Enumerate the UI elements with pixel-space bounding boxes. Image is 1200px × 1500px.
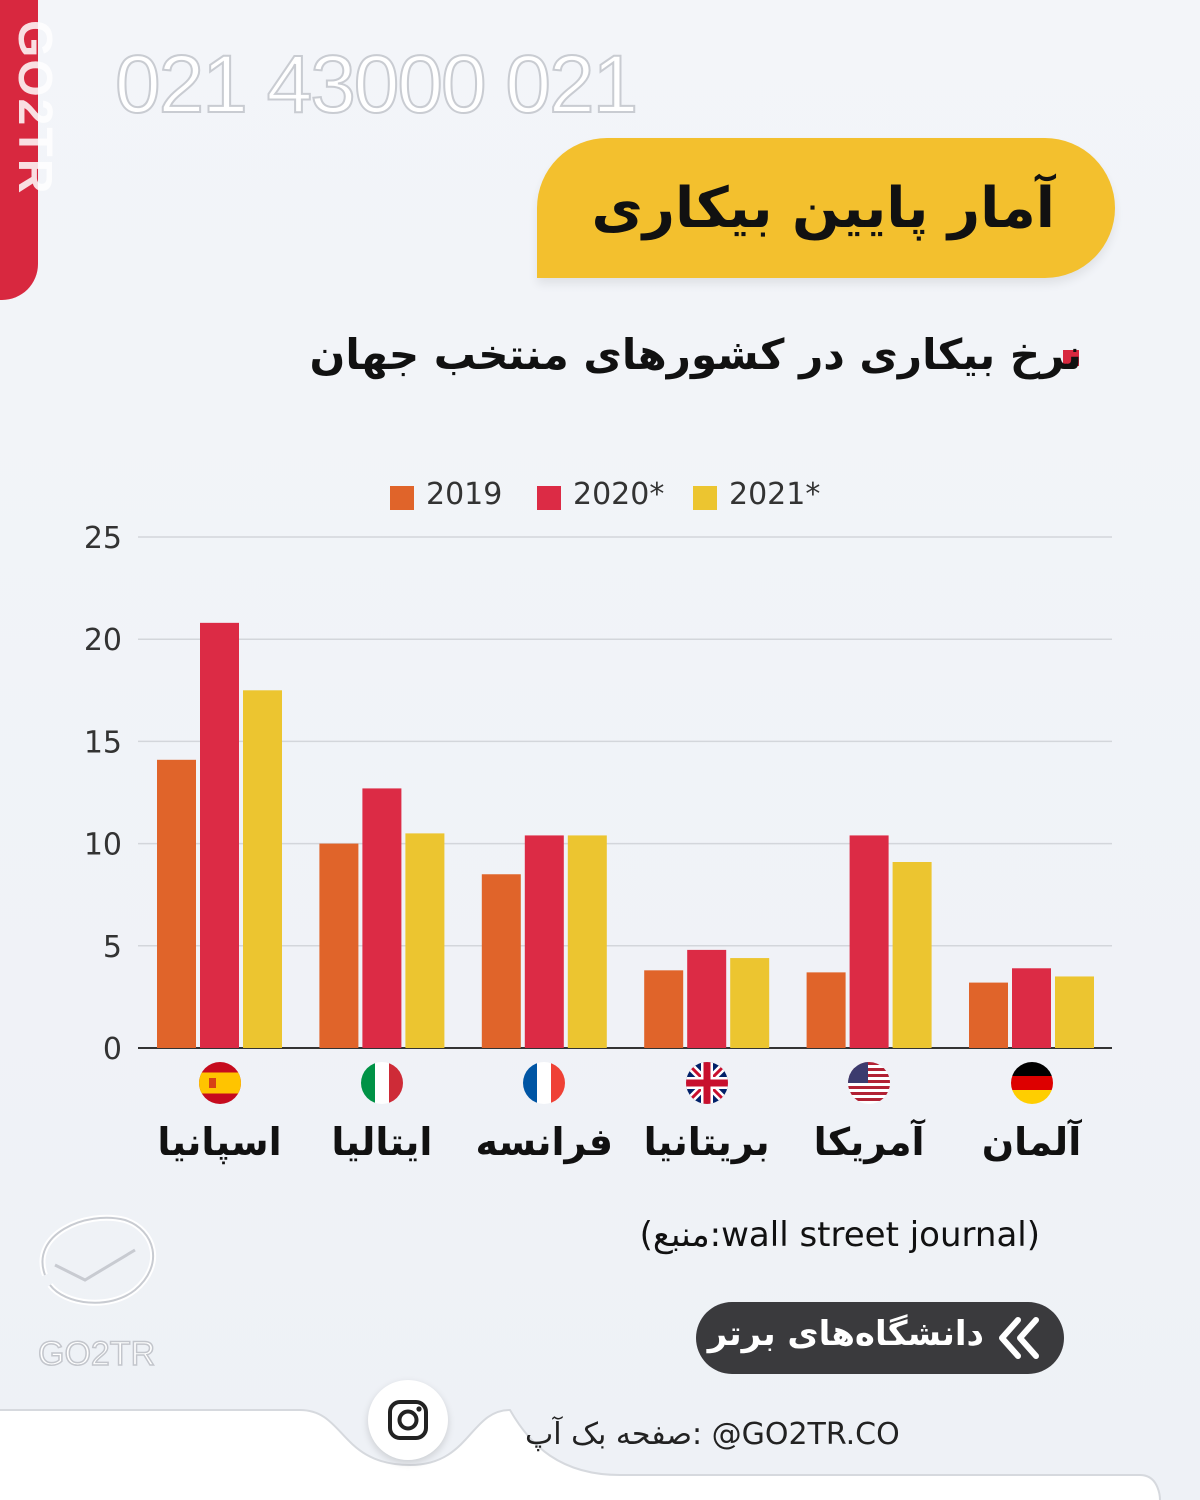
- instagram-button[interactable]: [368, 1380, 448, 1460]
- top-universities-button[interactable]: دانشگاه‌های برتر: [696, 1302, 1064, 1374]
- legend-swatch-2020: [537, 486, 561, 510]
- country-label: بریتانیا: [643, 1120, 770, 1164]
- bar: [892, 861, 932, 1048]
- bar: [362, 788, 402, 1048]
- footer-bar: [0, 1408, 1161, 1500]
- chart-subtitle: نرخ بیکاری در کشورهای منتخب جهان: [309, 330, 1083, 379]
- bar: [730, 958, 770, 1048]
- bar: [849, 835, 889, 1048]
- y-tick-label: 10: [84, 828, 122, 863]
- legend-swatch-2021: [693, 486, 717, 510]
- y-tick-label: 5: [103, 930, 122, 965]
- italy-flag-icon: [360, 1062, 403, 1104]
- bar: [969, 982, 1008, 1048]
- bar: [806, 972, 846, 1048]
- country-label: آلمان: [981, 1120, 1082, 1164]
- legend-label-2021: 2021*: [729, 477, 821, 512]
- bar: [157, 759, 196, 1048]
- instagram-icon: [388, 1400, 428, 1440]
- country-label: آمریکا: [813, 1120, 925, 1164]
- page-title: آمار پایین بیکاری: [591, 176, 1055, 241]
- y-tick-label: 15: [84, 725, 122, 760]
- top-universities-label: دانشگاه‌های برتر: [707, 1314, 984, 1354]
- brand-side-tab: GO2TR: [0, 0, 61, 300]
- backup-page-handle: صفحه بک آپ: @GO2TR.CO: [525, 1417, 900, 1452]
- legend-label-2020: 2020*: [573, 477, 665, 512]
- bar: [243, 690, 282, 1048]
- bar: [200, 622, 239, 1048]
- bar: [405, 833, 445, 1048]
- y-tick-label: 20: [84, 623, 122, 658]
- germany-flag-icon: [1010, 1062, 1053, 1104]
- double-chevron-left-icon: [999, 1317, 1039, 1359]
- usa-flag-icon: [848, 1062, 891, 1104]
- title-banner: آمار پایین بیکاری: [537, 138, 1115, 278]
- subtitle-bullet: [1063, 350, 1079, 366]
- y-tick-label: 25: [84, 521, 122, 556]
- bar: [1055, 976, 1094, 1048]
- go2tr-logo-icon: [39, 1214, 156, 1306]
- bar: [524, 835, 564, 1048]
- bar: [319, 843, 359, 1048]
- chart-legend: 2019 2020* 2021*: [0, 475, 1200, 515]
- bar: [567, 835, 607, 1048]
- y-tick-label: 0: [103, 1032, 122, 1067]
- country-label: اسپانیا: [157, 1120, 282, 1164]
- legend-label-2019: 2019: [426, 477, 503, 512]
- bar: [644, 970, 684, 1048]
- country-label: فرانسه: [475, 1120, 614, 1164]
- bar-chart: 0 5 10 15 20 25: [84, 521, 1112, 1067]
- uk-flag-icon: [685, 1062, 728, 1104]
- logo-text: GO2TR: [37, 1334, 156, 1374]
- spain-flag-icon: [198, 1062, 241, 1104]
- bar: [481, 874, 521, 1048]
- legend-swatch-2019: [390, 486, 414, 510]
- brand-side-tab-text: GO2TR: [8, 20, 61, 196]
- bar: [687, 949, 727, 1048]
- source-note: (منبع:wall street journal): [639, 1215, 1040, 1255]
- phone-number: 021 43000 021: [114, 38, 639, 131]
- france-flag-icon: [523, 1062, 566, 1104]
- country-label: ایتالیا: [331, 1120, 433, 1164]
- bar: [1012, 968, 1051, 1048]
